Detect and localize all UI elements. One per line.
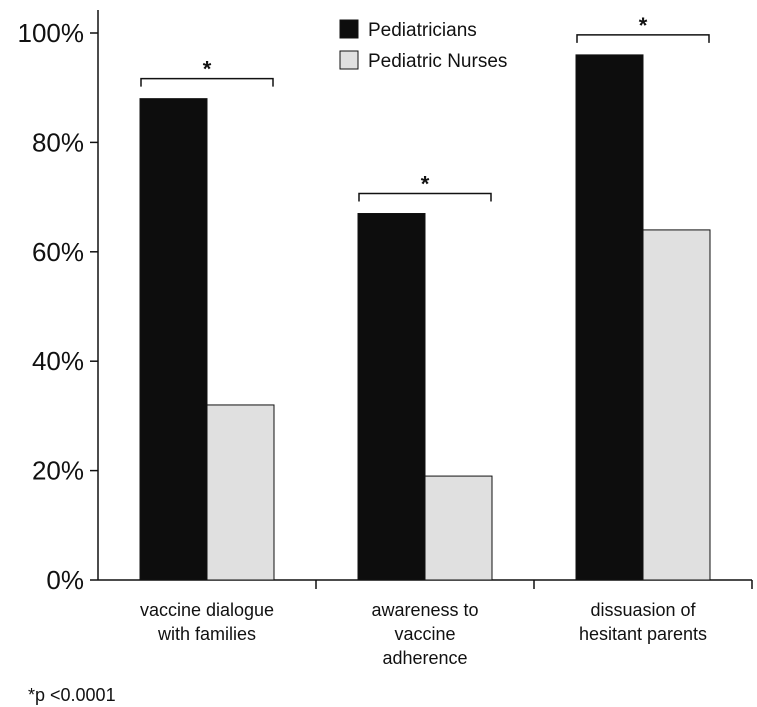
legend-swatch	[339, 19, 359, 39]
y-tick-label: 0%	[46, 565, 84, 595]
y-tick-label: 60%	[32, 237, 84, 267]
significance-star: *	[421, 172, 430, 197]
bar	[642, 229, 711, 581]
bar	[575, 54, 644, 581]
significance-star: *	[639, 13, 648, 38]
legend-swatch	[339, 50, 359, 70]
significance-bracket	[576, 34, 710, 43]
y-tick-label: 40%	[32, 346, 84, 376]
y-tick-label: 100%	[18, 18, 85, 48]
x-category-label: adherence	[382, 648, 467, 668]
x-category-label: awareness to	[371, 600, 478, 620]
bars	[139, 54, 711, 581]
significance-star: *	[203, 57, 212, 82]
y-tick-label: 80%	[32, 127, 84, 157]
x-category-label: hesitant parents	[579, 624, 707, 644]
legend: Pediatricians Pediatric Nurses	[339, 19, 507, 72]
significance-bracket	[358, 192, 492, 202]
x-category-label: vaccine dialogue	[140, 600, 274, 620]
significance-bracket	[140, 77, 274, 87]
legend-label: Pediatric Nurses	[368, 51, 507, 72]
x-category-label: vaccine	[394, 624, 455, 644]
axes: 0% 20% 40% 60% 80% 100% vaccine dialogue with f…	[18, 10, 753, 668]
x-category-label: with families	[157, 624, 256, 644]
bar	[357, 213, 426, 581]
x-category-label: dissuasion of	[590, 600, 696, 620]
legend-label: Pediatricians	[368, 20, 477, 41]
bar	[424, 475, 493, 581]
y-tick-label: 20%	[32, 456, 84, 486]
bar	[139, 98, 208, 581]
footnote: *p <0.0001	[28, 685, 116, 705]
bar	[206, 404, 275, 581]
significance-brackets: * * *	[140, 13, 710, 202]
